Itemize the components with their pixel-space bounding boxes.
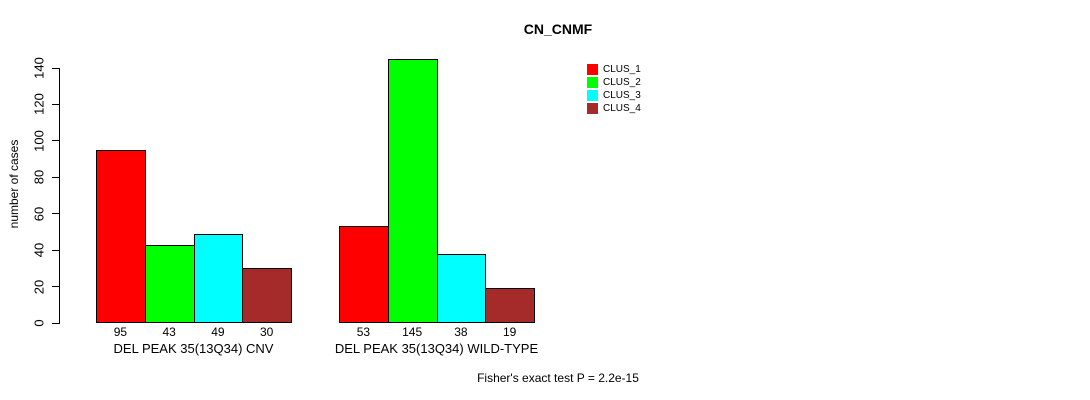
bar-clus-4-group1 — [242, 268, 292, 323]
bar-clus-1-group1 — [96, 150, 146, 323]
y-axis-tick — [52, 249, 60, 251]
y-axis-tick-label: 140 — [31, 57, 47, 79]
bar-value-label: 49 — [211, 325, 225, 339]
bar-clus-2-group2 — [387, 59, 438, 323]
category-label: DEL PEAK 35(13Q34) WILD-TYPE — [334, 341, 539, 356]
y-axis-tick — [52, 176, 60, 178]
legend-label-clus-3: CLUS_3 — [603, 90, 641, 101]
bar-value-label: 53 — [356, 325, 371, 339]
y-axis-tick-label: 60 — [31, 206, 47, 221]
y-axis-tick-label: 40 — [31, 242, 47, 258]
bar-clus-4-group2 — [485, 288, 535, 323]
legend-swatch-clus-2 — [587, 77, 598, 88]
y-axis-tick — [52, 140, 60, 142]
legend-swatch-clus-4 — [587, 103, 598, 114]
legend-swatch-clus-3 — [587, 90, 598, 101]
y-axis-tick — [52, 103, 60, 105]
bar-clus-1-group2 — [339, 226, 389, 323]
bar-value-label: 95 — [113, 325, 128, 339]
y-axis-tick — [52, 286, 60, 288]
y-axis-tick — [52, 67, 60, 69]
category-label: DEL PEAK 35(13Q34) CNV — [113, 341, 274, 356]
y-axis-tick — [52, 322, 60, 324]
y-axis-tick-label: 120 — [31, 93, 47, 116]
legend-item-clus-3: CLUS_3 — [587, 89, 641, 102]
bar-clus-2-group1 — [144, 245, 195, 323]
legend: CLUS_1 CLUS_2 CLUS_3 CLUS_4 — [587, 63, 641, 115]
y-axis-label: number of cases — [7, 139, 21, 229]
fisher-test-annotation: Fisher's exact test P = 2.2e-15 — [477, 371, 639, 385]
legend-label-clus-1: CLUS_1 — [603, 64, 641, 75]
legend-item-clus-4: CLUS_4 — [587, 102, 641, 115]
y-axis-tick-label: 100 — [31, 129, 47, 152]
y-axis-tick — [52, 213, 60, 215]
y-axis-line — [59, 68, 60, 324]
legend-swatch-clus-1 — [587, 64, 598, 75]
legend-item-clus-1: CLUS_1 — [587, 63, 641, 76]
bar-value-label: 38 — [454, 325, 468, 339]
y-axis-tick-label: 20 — [31, 279, 47, 294]
legend-label-clus-4: CLUS_4 — [603, 103, 641, 114]
chart-title: CN_CNMF — [523, 21, 593, 37]
bar-value-label: 19 — [502, 325, 517, 339]
legend-label-clus-2: CLUS_2 — [603, 77, 641, 88]
bar-clus-3-group2 — [436, 254, 487, 323]
bar-clus-3-group1 — [193, 234, 244, 323]
bar-value-label: 145 — [402, 325, 423, 339]
bar-value-label: 30 — [259, 325, 274, 339]
y-axis-tick-label: 80 — [31, 170, 47, 185]
bar-value-label: 43 — [162, 325, 176, 339]
y-axis-tick-label: 0 — [31, 319, 47, 327]
legend-item-clus-2: CLUS_2 — [587, 76, 641, 89]
